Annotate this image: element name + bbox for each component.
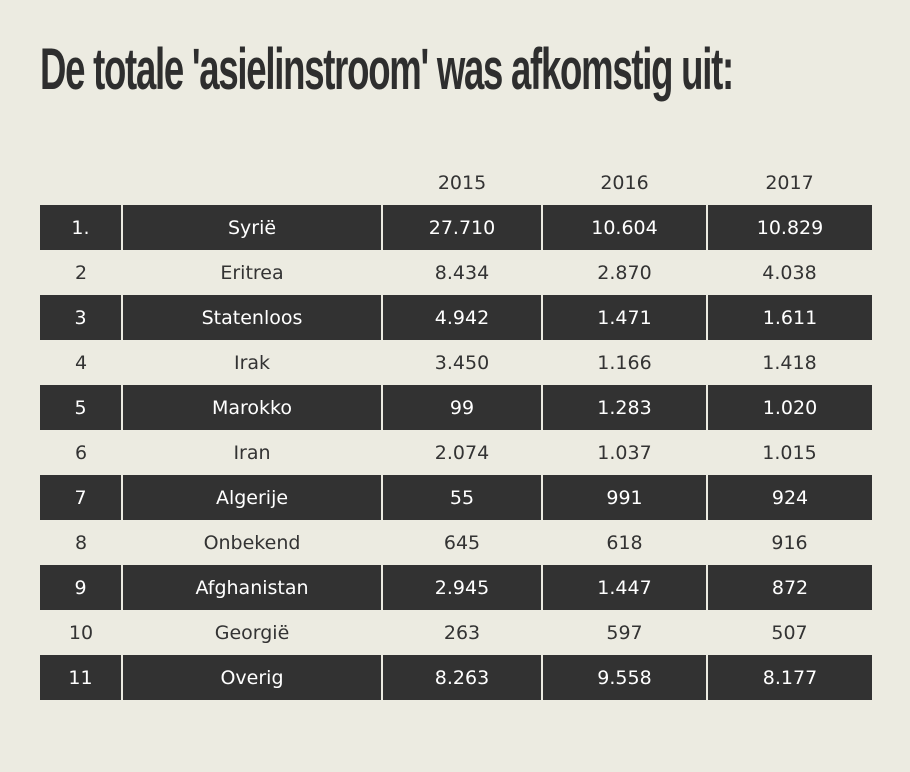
page-title: De totale 'asielinstroom' was afkomstig … <box>40 37 734 102</box>
value-2017-cell: 8.177 <box>706 655 872 700</box>
table-row: 7 Algerije 55 991 924 <box>40 475 872 520</box>
rank-cell: 4 <box>74 351 88 374</box>
country-cell: Overig <box>121 655 382 700</box>
table-row: 8 Onbekend 645 618 916 <box>40 520 872 565</box>
rank-cell: 9 <box>40 565 122 610</box>
value-2016-cell: 991 <box>541 475 707 520</box>
value-2016-cell: 2.870 <box>597 261 652 284</box>
table-row: 9 Afghanistan 2.945 1.447 872 <box>40 565 872 610</box>
value-2016-cell: 1.037 <box>597 441 652 464</box>
rank-cell: 10 <box>68 621 94 644</box>
country-cell: Statenloos <box>121 295 382 340</box>
value-2015-cell: 263 <box>443 621 481 644</box>
asylum-inflow-table: 2015 2016 2017 1. Syrië 27.710 10.604 10… <box>40 160 872 700</box>
value-2015-cell: 2.074 <box>434 441 490 464</box>
country-cell: Irak <box>233 351 271 374</box>
table-row: 4 Irak 3.450 1.166 1.418 <box>40 340 872 385</box>
value-2015-cell: 27.710 <box>381 205 542 250</box>
rank-cell: 8 <box>74 531 88 554</box>
value-2016-cell: 9.558 <box>541 655 707 700</box>
table-row: 11 Overig 8.263 9.558 8.177 <box>40 655 872 700</box>
table-row: 6 Iran 2.074 1.037 1.015 <box>40 430 872 475</box>
header-year-2015: 2015 <box>437 171 487 194</box>
table-row: 1. Syrië 27.710 10.604 10.829 <box>40 205 872 250</box>
value-2015-cell: 645 <box>443 531 481 554</box>
table-row: 10 Georgië 263 597 507 <box>40 610 872 655</box>
value-2016-cell: 1.166 <box>597 351 652 374</box>
rank-cell: 3 <box>40 295 122 340</box>
value-2017-cell: 507 <box>771 621 808 644</box>
country-cell: Georgië <box>214 621 290 644</box>
header-country <box>122 160 382 205</box>
value-2017-cell: 916 <box>771 531 808 554</box>
table-row: 2 Eritrea 8.434 2.870 4.038 <box>40 250 872 295</box>
value-2015-cell: 8.434 <box>434 261 490 284</box>
table-row: 3 Statenloos 4.942 1.471 1.611 <box>40 295 872 340</box>
rank-cell: 6 <box>74 441 88 464</box>
value-2015-cell: 55 <box>381 475 542 520</box>
country-cell: Marokko <box>121 385 382 430</box>
country-cell: Algerije <box>121 475 382 520</box>
country-cell: Syrië <box>121 205 382 250</box>
value-2017-cell: 10.829 <box>706 205 872 250</box>
value-2015-cell: 99 <box>381 385 542 430</box>
value-2017-cell: 1.015 <box>762 441 817 464</box>
value-2015-cell: 2.945 <box>381 565 542 610</box>
value-2015-cell: 8.263 <box>381 655 542 700</box>
rank-cell: 7 <box>40 475 122 520</box>
country-cell: Afghanistan <box>121 565 382 610</box>
value-2016-cell: 1.471 <box>541 295 707 340</box>
rank-cell: 11 <box>40 655 122 700</box>
rank-cell: 2 <box>74 261 88 284</box>
rank-cell: 1. <box>40 205 122 250</box>
country-cell: Onbekend <box>203 531 301 554</box>
value-2017-cell: 924 <box>706 475 872 520</box>
country-cell: Iran <box>233 441 271 464</box>
value-2016-cell: 1.283 <box>541 385 707 430</box>
value-2017-cell: 1.418 <box>762 351 817 374</box>
value-2015-cell: 3.450 <box>434 351 490 374</box>
header-year-2017: 2017 <box>765 171 814 194</box>
value-2016-cell: 1.447 <box>541 565 707 610</box>
country-cell: Eritrea <box>220 261 284 284</box>
value-2017-cell: 1.611 <box>706 295 872 340</box>
table-header-row: 2015 2016 2017 <box>40 160 872 205</box>
value-2017-cell: 4.038 <box>762 261 817 284</box>
table-row: 5 Marokko 99 1.283 1.020 <box>40 385 872 430</box>
value-2016-cell: 10.604 <box>541 205 707 250</box>
header-rank <box>40 160 122 205</box>
header-year-2016: 2016 <box>600 171 649 194</box>
value-2016-cell: 618 <box>606 531 643 554</box>
rank-cell: 5 <box>40 385 122 430</box>
value-2015-cell: 4.942 <box>381 295 542 340</box>
value-2016-cell: 597 <box>606 621 643 644</box>
value-2017-cell: 1.020 <box>706 385 872 430</box>
value-2017-cell: 872 <box>706 565 872 610</box>
